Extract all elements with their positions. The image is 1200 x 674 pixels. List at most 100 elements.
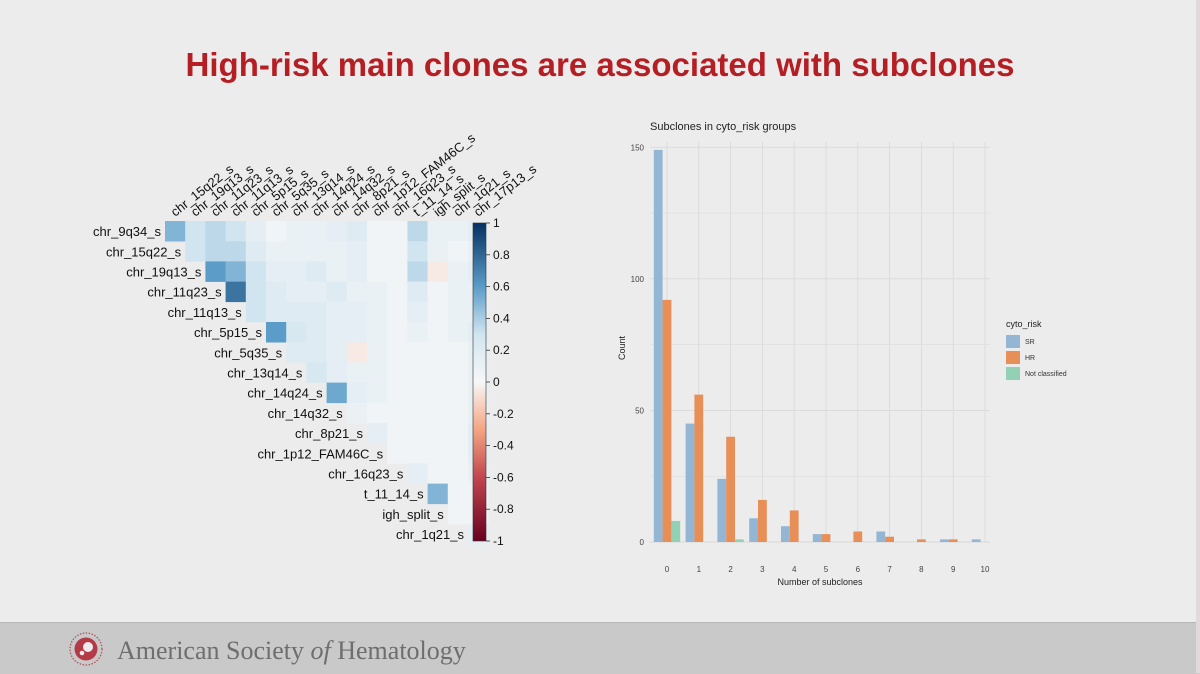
heatmap-cell	[407, 301, 428, 323]
heatmap-cell	[306, 241, 327, 262]
heatmap-cell	[387, 382, 408, 404]
heatmap-row-label: t_11_14_s	[364, 487, 424, 502]
x-tick-label: 5	[824, 565, 829, 574]
heatmap-cell	[447, 301, 469, 323]
colorbar-tick-label: 0.2	[493, 343, 510, 357]
heatmap-row-label: chr_8p21_s	[295, 426, 363, 441]
colorbar-tick-label: -0.2	[493, 407, 514, 421]
bar	[971, 539, 981, 542]
heatmap-cell	[367, 382, 388, 404]
heatmap-cell	[346, 261, 368, 282]
heatmap-cell	[427, 261, 449, 282]
legend-title: cyto_risk	[1006, 319, 1042, 329]
heatmap-row-label: chr_14q24_s	[247, 386, 323, 401]
x-tick-label: 6	[856, 565, 861, 574]
heatmap-cell	[367, 402, 388, 424]
heatmap-cell	[447, 221, 469, 242]
bar	[948, 539, 958, 542]
heatmap-cell	[447, 241, 469, 262]
heatmap-cell	[427, 241, 449, 262]
footer-bar: American Society of Hematology	[0, 622, 1200, 674]
heatmap-cell	[346, 402, 368, 424]
heatmap-cell	[407, 362, 428, 383]
heatmap-row-label: chr_9q34_s	[93, 224, 161, 239]
bar	[853, 531, 863, 542]
heatmap-cell	[367, 281, 388, 303]
heatmap-cell	[286, 221, 307, 242]
heatmap-cell	[367, 221, 388, 242]
heatmap-cell	[286, 301, 307, 323]
heatmap-cell	[245, 221, 267, 242]
heatmap-cell	[266, 261, 287, 282]
heatmap-cell	[407, 382, 428, 404]
heatmap-row-label: chr_5q35_s	[214, 345, 282, 360]
bar	[671, 520, 681, 542]
bar	[812, 534, 822, 542]
colorbar-tick-label: -1	[493, 534, 504, 548]
heatmap-cell	[245, 281, 267, 303]
heatmap-cell	[407, 443, 428, 464]
colorbar-tick-label: 0.8	[493, 248, 510, 262]
heatmap-cell	[346, 322, 368, 343]
heatmap-cell	[346, 362, 368, 383]
heatmap-cell	[367, 423, 388, 444]
heatmap-cell	[286, 261, 307, 282]
heatmap-cell	[387, 301, 408, 323]
legend-label: Not classified	[1025, 371, 1067, 378]
bar	[876, 531, 886, 542]
colorbar-tick-label: 1	[493, 216, 500, 230]
heatmap-cell	[427, 382, 449, 404]
heatmap-cell	[306, 301, 327, 323]
bar	[694, 394, 704, 542]
heatmap-cell	[427, 281, 449, 303]
heatmap-cell	[346, 301, 368, 323]
heatmap-cell	[225, 281, 247, 303]
heatmap-cell	[427, 463, 449, 484]
heatmap-cell	[185, 221, 206, 242]
heatmap-cell	[266, 301, 287, 323]
slide-right-edge	[1196, 0, 1200, 673]
heatmap-cell	[245, 261, 267, 282]
bar	[726, 436, 735, 542]
heatmap-cell	[367, 261, 388, 282]
heatmap-cell	[447, 342, 469, 363]
heatmap-cell	[266, 322, 287, 343]
legend-label: SR	[1025, 339, 1035, 346]
bar	[885, 536, 894, 542]
heatmap-cell	[185, 241, 206, 262]
x-tick-label: 0	[665, 565, 670, 574]
heatmap-cell	[326, 261, 348, 282]
heatmap-row-label: chr_15q22_s	[106, 244, 182, 259]
heatmap-cell	[286, 281, 307, 303]
heatmap-cell	[346, 281, 368, 303]
heatmap-cell	[407, 342, 428, 363]
heatmap-cell	[407, 402, 428, 424]
heatmap-cell	[326, 221, 348, 242]
colorbar-tick-label: -0.6	[493, 470, 514, 484]
y-tick-label: 50	[635, 406, 644, 415]
heatmap-cell	[447, 443, 469, 464]
x-tick-label: 7	[887, 565, 892, 574]
heatmap-cell	[387, 443, 408, 464]
heatmap-cell	[346, 382, 368, 404]
x-tick-label: 8	[919, 565, 924, 574]
heatmap-cell	[427, 443, 449, 464]
legend-swatch	[1006, 335, 1020, 348]
heatmap-cell	[286, 342, 307, 363]
bar	[662, 299, 672, 542]
heatmap-cell	[346, 342, 368, 363]
colorbar-tick-label: -0.4	[493, 439, 514, 453]
heatmap-cell	[326, 281, 348, 303]
heatmap-row-label: chr_16q23_s	[328, 467, 404, 482]
heatmap-row-label: chr_14q32_s	[268, 406, 344, 421]
bar	[821, 534, 831, 542]
heatmap-cell	[266, 281, 287, 303]
heatmap-cell	[205, 221, 226, 242]
org-name-part1: American Society	[117, 636, 311, 665]
heatmap-cell	[427, 342, 449, 363]
heatmap-cell	[387, 342, 408, 363]
legend-swatch	[1006, 351, 1020, 364]
y-axis-label: Count	[617, 336, 627, 361]
heatmap-cell	[427, 301, 449, 323]
